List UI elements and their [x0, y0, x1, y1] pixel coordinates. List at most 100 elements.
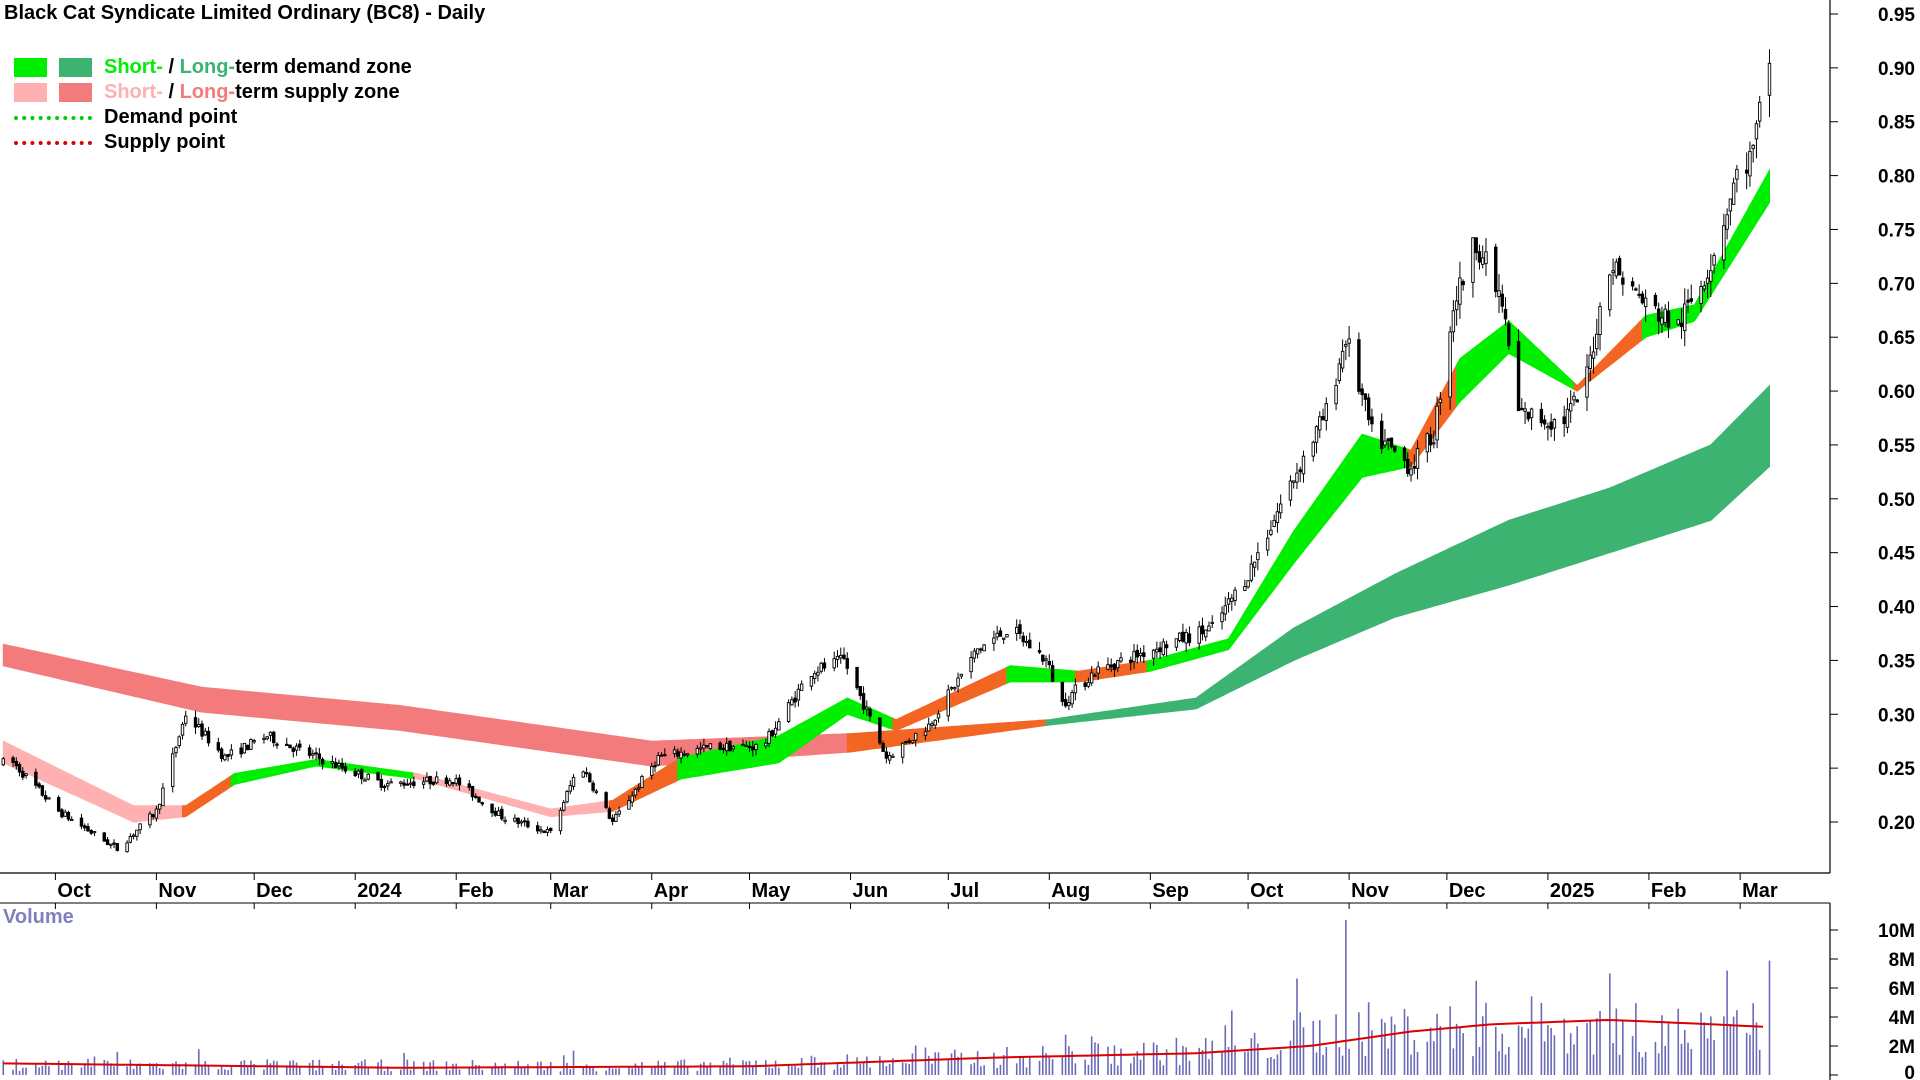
candle-down: [1021, 635, 1025, 643]
candle-up: [24, 773, 28, 777]
candle-up: [503, 819, 507, 822]
legend-supply-point: Supply point: [14, 130, 412, 155]
candle-down: [376, 772, 380, 781]
candle-up: [408, 782, 413, 785]
candle-down: [1135, 649, 1139, 658]
candle-up: [242, 742, 247, 754]
candle-down: [542, 830, 546, 834]
candle-down: [878, 717, 882, 744]
candle-down: [490, 803, 494, 814]
candle-up: [1709, 270, 1713, 282]
candle-down: [115, 843, 120, 851]
legend-demand-rest: term demand zone: [235, 56, 412, 78]
candle-up: [157, 803, 162, 810]
candle-down: [721, 747, 726, 750]
candle-down: [288, 744, 292, 749]
candle-up: [1448, 331, 1452, 398]
zones: [2, 168, 1770, 823]
candle-down: [1357, 339, 1361, 392]
candle-up: [1311, 441, 1315, 457]
candle-up: [447, 780, 452, 786]
candle-down: [607, 808, 612, 819]
candle-down: [861, 692, 866, 710]
candle-down: [86, 826, 90, 832]
candle-down: [1050, 665, 1055, 682]
volume-label: Volume: [3, 906, 74, 928]
candle-down: [1428, 434, 1433, 446]
candle-up: [949, 687, 954, 690]
candle-up: [1210, 621, 1214, 624]
candle-down: [682, 753, 687, 756]
candle-down: [102, 832, 106, 842]
candle-up: [1588, 354, 1592, 370]
candle-up: [1, 758, 5, 766]
candle-up: [1246, 580, 1250, 588]
candle-down: [151, 814, 155, 817]
candle-down: [79, 817, 84, 827]
candle-up: [1278, 503, 1283, 514]
candle-down: [340, 762, 344, 769]
candle-up: [1295, 472, 1299, 483]
x-tick-label: Sep: [1152, 880, 1189, 902]
candle-up: [764, 742, 768, 747]
x-axis: Oct Nov Dec 2024 Feb Mar Apr May Jun Jul Aug Sep Oct…: [54, 873, 1778, 909]
candle-up: [1409, 468, 1413, 476]
candle-up: [513, 817, 517, 822]
candle-down: [1689, 298, 1693, 302]
supply-point-swatch: [14, 140, 92, 145]
candle-down: [1539, 408, 1544, 424]
price-tick-label: 0.45: [1878, 544, 1915, 565]
candle-down: [14, 760, 18, 767]
candle-down: [845, 658, 849, 669]
candle-up: [1067, 702, 1071, 706]
candle-up: [268, 731, 273, 736]
candle-down: [747, 745, 752, 749]
candle-down: [610, 817, 615, 822]
candle-down: [1500, 293, 1504, 307]
candle-up: [835, 655, 840, 660]
legend-supply-short: Short-: [104, 81, 163, 103]
candle-down: [1370, 416, 1374, 425]
candle-down: [604, 792, 608, 808]
price-tick-label: 0.75: [1878, 220, 1915, 241]
candle-up: [177, 736, 181, 747]
x-tick-label: May: [752, 880, 792, 902]
candle-up: [262, 737, 266, 740]
candle-up: [1015, 626, 1019, 634]
candle-up: [685, 753, 690, 756]
candle-down: [1142, 652, 1146, 657]
candle-down: [216, 742, 221, 751]
candle-down: [1158, 647, 1162, 653]
candle-up: [936, 713, 941, 719]
candle-up: [767, 730, 771, 744]
candle-up: [656, 755, 660, 766]
candle-down: [549, 827, 553, 831]
candle-up: [812, 673, 817, 679]
price-tick-label: 0.60: [1878, 382, 1915, 403]
candle-up: [1220, 612, 1224, 623]
candle-up: [946, 689, 950, 717]
candle-down: [659, 754, 664, 757]
candle-up: [933, 719, 937, 726]
candle-up: [311, 753, 315, 756]
candle-up: [386, 783, 390, 787]
legend-demand-point-label: Demand point: [104, 106, 238, 128]
candle-down: [1520, 407, 1524, 411]
candle-down: [226, 754, 230, 757]
long-supply-swatch: [59, 83, 92, 102]
candle-down: [1503, 308, 1508, 320]
candle-down: [470, 785, 475, 798]
candle-down: [1360, 388, 1364, 396]
candle-up: [1151, 649, 1156, 659]
x-tick-label: Nov: [158, 880, 197, 902]
x-tick-label: Mar: [1742, 880, 1778, 902]
candle-up: [174, 746, 178, 754]
candle-up: [1132, 651, 1136, 663]
candle-down: [451, 782, 455, 785]
candle-down: [1083, 682, 1087, 687]
candle-up: [1552, 418, 1557, 429]
candle-down: [193, 717, 198, 728]
long-term-zone-demand: [1045, 384, 1770, 727]
candle-down: [1494, 246, 1498, 292]
candle-down: [1037, 650, 1042, 653]
